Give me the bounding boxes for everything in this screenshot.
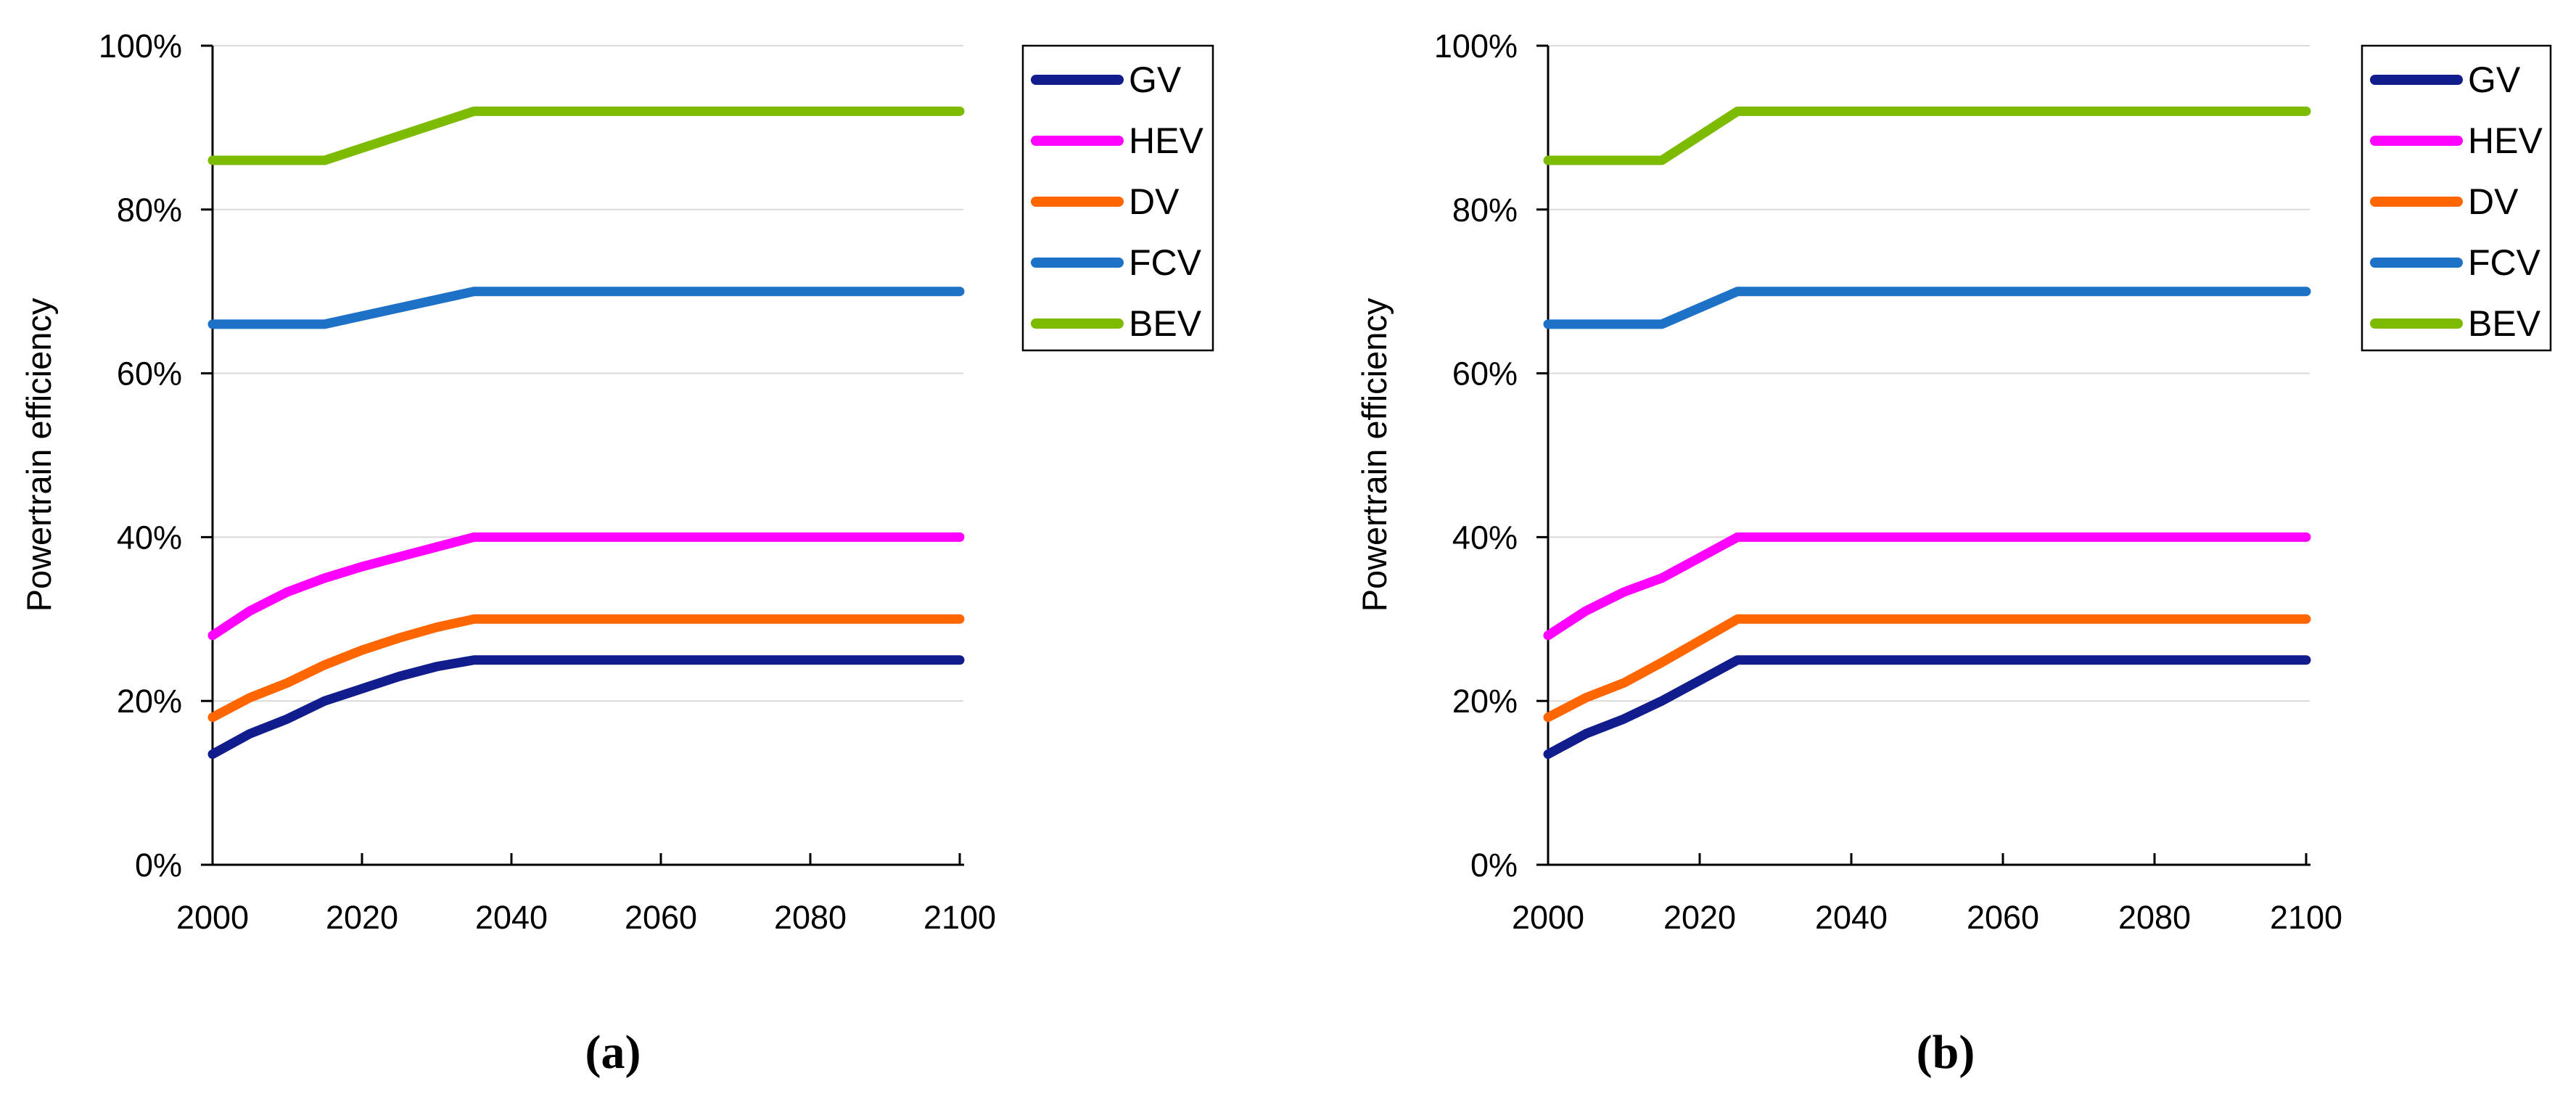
y-tick-label-100: 100% [1434, 28, 1518, 65]
legend-label-fcv: FCV [2468, 242, 2541, 283]
legend-label-gv: GV [2468, 59, 2521, 100]
y-tick-label-0: 0% [135, 847, 182, 884]
chart-b: 0% 20% 40% 60% 80% 100% 2000 2020 2040 2060 2080 21… [1434, 28, 2552, 936]
series-line-fcv [207, 287, 965, 329]
legend-label-hev: HEV [2468, 120, 2543, 161]
series-line-bev [1543, 106, 2311, 165]
y-tick-label-80: 80% [117, 192, 182, 229]
y-tick-label-20: 20% [117, 683, 182, 720]
x-tick-label-2060: 2060 [625, 899, 697, 936]
y-axis-title-b: Powertrain efficiency [1355, 297, 1394, 612]
y-tick-label-20: 20% [1452, 683, 1518, 720]
y-tick-label-100: 100% [99, 28, 182, 65]
y-tick-label-60: 60% [1452, 355, 1518, 392]
caption-b: (b) [1917, 1026, 1975, 1079]
legend-label-gv: GV [1129, 59, 1182, 100]
x-tick-label-2000: 2000 [1512, 899, 1584, 936]
x-tick-label-2040: 2040 [475, 899, 548, 936]
series-line-bev [207, 106, 965, 165]
y-tick-label-80: 80% [1452, 192, 1518, 229]
series-line-fcv [1543, 287, 2311, 329]
y-tick-label-40: 40% [117, 519, 182, 556]
x-tick-label-2060: 2060 [1967, 899, 2039, 936]
y-tick-label-60: 60% [117, 355, 182, 392]
legend-label-dv: DV [1129, 181, 1180, 222]
y-axis-title-a: Powertrain efficiency [20, 297, 58, 612]
x-tick-label-2040: 2040 [1815, 899, 1888, 936]
x-tick-label-2080: 2080 [2118, 899, 2191, 936]
legend-label-hev: HEV [1129, 120, 1203, 161]
x-tick-label-2000: 2000 [176, 899, 249, 936]
y-tick-label-0: 0% [1470, 847, 1518, 884]
x-tick-label-2100: 2100 [2270, 899, 2342, 936]
series-line-dv [1543, 614, 2311, 723]
legend-label-fcv: FCV [1129, 242, 1202, 283]
x-tick-label-2020: 2020 [1663, 899, 1736, 936]
legend-label-bev: BEV [1129, 303, 1202, 344]
x-tick-label-2080: 2080 [774, 899, 847, 936]
caption-a: (a) [585, 1026, 641, 1079]
series-line-dv [207, 614, 965, 723]
series-line-gv [1543, 655, 2311, 760]
series-line-hev [1543, 532, 2311, 641]
legend-label-bev: BEV [2468, 303, 2541, 344]
chart-a: 0% 20% 40% 60% 80% 100% 2000 2020 2040 2060 2080 21… [99, 28, 1214, 936]
x-tick-label-2020: 2020 [326, 899, 398, 936]
series-line-hev [207, 532, 965, 641]
x-tick-label-2100: 2100 [923, 899, 996, 936]
y-tick-label-40: 40% [1452, 519, 1518, 556]
series-line-gv [207, 655, 965, 760]
legend-label-dv: DV [2468, 181, 2519, 222]
